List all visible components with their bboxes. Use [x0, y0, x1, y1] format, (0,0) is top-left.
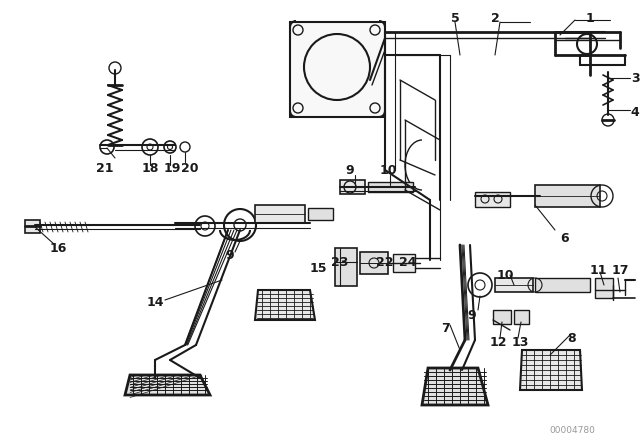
Text: 16: 16: [49, 241, 67, 254]
Polygon shape: [422, 368, 488, 405]
Text: 1: 1: [586, 12, 595, 25]
Bar: [290, 22, 385, 117]
Text: 00004780: 00004780: [550, 426, 596, 435]
Text: 15: 15: [309, 262, 327, 275]
Bar: [514, 310, 529, 324]
Polygon shape: [520, 350, 582, 390]
Text: 14: 14: [147, 296, 164, 309]
Text: 23: 23: [332, 255, 349, 268]
Polygon shape: [125, 375, 210, 395]
Text: 17: 17: [611, 263, 628, 276]
Bar: [368, 182, 413, 192]
Bar: [535, 185, 600, 207]
Bar: [595, 278, 613, 298]
Bar: [335, 248, 357, 286]
Bar: [340, 180, 365, 194]
Bar: [360, 252, 388, 274]
Text: 10: 10: [496, 268, 514, 281]
Text: 5: 5: [451, 12, 460, 25]
Bar: [393, 254, 415, 272]
Text: 9: 9: [226, 249, 234, 262]
Bar: [495, 278, 533, 292]
Text: 21: 21: [96, 161, 114, 175]
Text: 24: 24: [399, 255, 417, 268]
Bar: [535, 278, 590, 292]
Bar: [493, 310, 511, 324]
Text: 4: 4: [630, 105, 639, 119]
Text: 9: 9: [346, 164, 355, 177]
Text: 2: 2: [491, 12, 499, 25]
Text: 19: 19: [163, 161, 180, 175]
Text: 3: 3: [630, 72, 639, 85]
Polygon shape: [255, 290, 315, 320]
Text: 18: 18: [141, 161, 159, 175]
Text: 22: 22: [376, 255, 394, 268]
Bar: [25, 220, 40, 233]
Text: 20: 20: [181, 161, 199, 175]
Text: 9: 9: [468, 309, 476, 322]
Text: 12: 12: [489, 336, 507, 349]
Text: 10: 10: [380, 164, 397, 177]
Text: 7: 7: [440, 322, 449, 335]
Text: 6: 6: [561, 232, 570, 245]
Text: 8: 8: [568, 332, 576, 345]
Bar: [255, 205, 305, 223]
Text: 11: 11: [589, 263, 607, 276]
Bar: [308, 208, 333, 220]
Text: 13: 13: [511, 336, 529, 349]
Bar: [475, 192, 510, 207]
